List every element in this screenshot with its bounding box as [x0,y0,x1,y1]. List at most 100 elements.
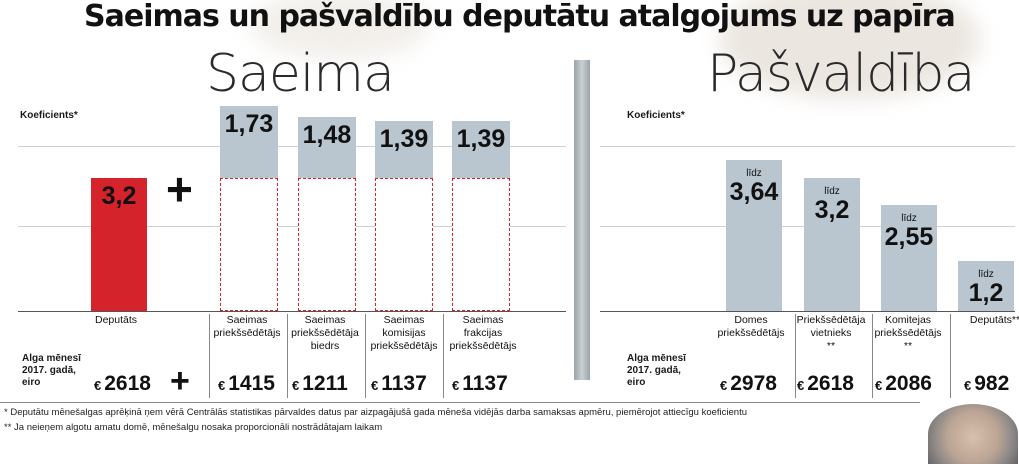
category-label-line: Deputāts [94,314,138,326]
bar-base-outline [375,178,433,311]
category-label: Komitejas priekšsēdētājs ** [859,314,957,353]
category-label: Saeimas komisijas priekšsēdētājs [357,314,451,353]
gridline [18,146,566,147]
background-decoration [250,0,430,60]
bar-value-label: 3,2 [814,196,850,225]
category-label-line: priekšsēdētājs [213,327,281,339]
category-label-line: ** [903,340,913,352]
salary-value: €2086 [875,372,932,396]
salary-value: €982 [964,372,1009,396]
bar-value-label: 3,2 [101,182,137,211]
category-separator [443,314,444,398]
category-separator [795,314,796,398]
bar-extra-coefficient: 1,39 [375,120,433,179]
salary-value: €1415 [218,372,275,396]
currency-symbol: € [94,378,102,393]
bar-prefix-label: līdz [746,167,762,179]
gridline [18,226,566,227]
salary-amount: 1211 [302,372,348,395]
salary-label-line: 2017. gadā, [22,365,76,376]
salary-value: €2978 [720,372,777,396]
salary-row-label-pasvaldiba: Alga mēnesī 2017. gadā, eiro [627,353,686,389]
section-title-pasvaldiba: Pašvaldība [707,44,975,104]
salary-label-line: eiro [22,377,41,388]
salary-value: €1211 [292,372,348,396]
category-label: Domes priekšsēdētājs [702,314,800,340]
bar-municipal: līdz 3,64 [726,159,782,311]
bar-municipal: līdz 2,55 [881,205,937,311]
category-label: Deputāts** [946,314,1019,327]
salary-amount: 2618 [104,372,151,395]
currency-symbol: € [371,378,379,393]
category-label-line: Deputāts** [969,314,1019,326]
gridline [600,146,1015,147]
bar-extra-coefficient: 1,73 [220,106,278,179]
bar-prefix-label: līdz [901,213,917,225]
category-label: Saeimas frakcijas priekšsēdētājs [436,314,530,353]
bar-value-label: 1,39 [456,124,506,153]
portrait-photo [928,404,1018,464]
salary-amount: 982 [974,372,1010,395]
category-label-line: Saeimas [383,314,425,326]
salary-amount: 2086 [885,372,932,395]
category-label-line: Domes [734,314,768,326]
currency-symbol: € [452,378,460,393]
section-divider [574,60,590,380]
footnote-divider [0,402,920,403]
salary-label-line: 2017. gadā, [627,365,681,376]
y-axis-label-pasvaldiba: Koeficients* [627,110,685,121]
category-separator [872,314,873,398]
bar-base-outline [298,178,356,311]
salary-amount: 2978 [730,372,777,395]
salary-value: €1137 [452,372,508,396]
bar-prefix-label: līdz [824,186,840,198]
category-label-line: priekšsēdētājs [449,340,517,352]
bar-prefix-label: līdz [978,269,994,281]
category-label-line: Priekšsēdētāja [796,314,866,326]
bar-extra-coefficient: 1,39 [452,120,510,179]
category-separator [950,314,951,398]
category-label-line: priekšsēdētājs [717,327,785,339]
currency-symbol: € [797,378,805,393]
category-label-line: ** [826,340,836,352]
bar-deputats: 3,2 [91,178,147,311]
bar-base-outline [452,178,510,311]
category-label: Saeimas priekšsēdētāja biedrs [278,314,372,353]
section-title-saeima: Saeima [206,44,395,104]
background-decoration [720,0,980,100]
category-label-line: priekšsēdētājs [874,327,942,339]
salary-row-label-saeima: Alga mēnesī 2017. gadā, eiro [22,353,81,389]
salary-label-line: eiro [627,377,646,388]
salary-amount: 2618 [807,372,854,395]
category-separator [287,314,288,398]
category-label-line: komisijas [382,327,426,339]
category-label-line: priekšsēdētāja [291,327,359,339]
bar-value-label: 1,73 [224,110,274,139]
bar-value-label: 1,48 [302,120,352,149]
category-label: Deputāts [69,314,163,327]
category-label-line: priekšsēdētājs [370,340,438,352]
salary-label-line: Alga mēnesī [627,353,686,364]
bar-municipal: līdz 1,2 [958,261,1014,311]
salary-value: €1137 [371,372,427,396]
x-axis-saeima [18,311,566,312]
plus-symbol: + [166,163,193,215]
category-label-line: Saeimas [304,314,346,326]
category-label-line: Saeimas [462,314,504,326]
bar-value-label: 2,55 [884,223,934,252]
salary-value: €2618 [797,372,854,396]
bar-extra-coefficient: 1,48 [298,116,356,179]
salary-amount: 1137 [381,372,427,395]
category-label-line: vietnieks [810,327,852,339]
bar-value-label: 1,2 [968,279,1004,308]
category-label: Saeimas priekšsēdētājs [200,314,294,340]
category-label-line: Saeimas [226,314,268,326]
main-title: Saeimas un pašvaldību deputātu atalgojum… [84,0,956,34]
currency-symbol: € [720,378,728,393]
footnote-2: ** Ja neieņem algotu amatu domē, mēnešal… [4,422,383,433]
bar-municipal: līdz 3,2 [804,178,860,311]
salary-amount: 1137 [462,372,508,395]
category-label: Priekšsēdētāja vietnieks ** [782,314,880,353]
bar-base-outline [220,178,278,311]
x-axis-pasvaldiba [600,311,1015,312]
